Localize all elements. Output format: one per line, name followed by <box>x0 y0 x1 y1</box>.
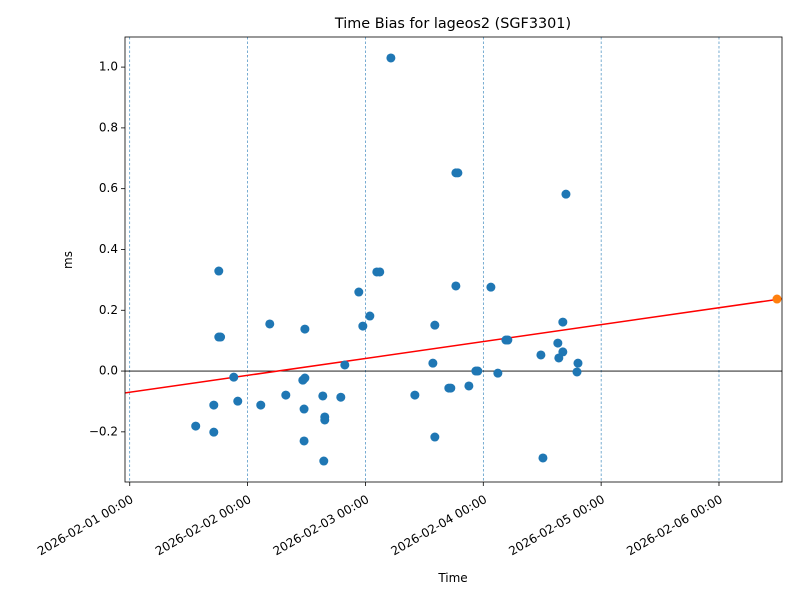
point <box>772 294 782 304</box>
point <box>256 400 266 410</box>
point <box>410 390 420 400</box>
point <box>451 281 461 291</box>
point <box>281 390 291 400</box>
y-tick-label: 0.8 <box>99 120 118 134</box>
point <box>375 267 385 277</box>
point <box>428 358 438 368</box>
point <box>572 367 582 377</box>
point <box>558 347 568 357</box>
point <box>453 168 463 178</box>
point <box>473 366 483 376</box>
point <box>214 266 224 276</box>
x-axis-label: Time <box>437 571 467 585</box>
point <box>209 427 219 437</box>
point <box>538 453 548 463</box>
point <box>340 360 350 370</box>
point <box>319 456 329 466</box>
x-tick-label: 2026-02-05 00:00 <box>506 492 607 558</box>
chart-title: Time Bias for lageos2 (SGF3301) <box>334 16 571 32</box>
point <box>430 432 440 442</box>
point <box>320 415 330 425</box>
point <box>318 391 328 401</box>
point <box>354 287 364 297</box>
y-axis-label: ms <box>61 251 75 269</box>
point <box>209 400 219 410</box>
x-tick-label: 2026-02-01 00:00 <box>35 492 136 558</box>
y-tick-label: 1.0 <box>99 60 118 74</box>
point <box>300 324 310 334</box>
point <box>464 381 474 391</box>
point <box>265 319 275 329</box>
y-tick-label: 0.4 <box>99 242 118 256</box>
point <box>358 321 368 331</box>
point <box>365 311 375 321</box>
x-tick-label: 2026-02-03 00:00 <box>271 492 372 558</box>
point <box>386 53 396 63</box>
point <box>503 335 513 345</box>
point <box>573 358 583 368</box>
point <box>300 373 310 383</box>
point <box>233 396 243 406</box>
x-tick-label: 2026-02-02 00:00 <box>153 492 254 558</box>
point <box>558 317 568 327</box>
point <box>561 189 571 199</box>
trend-line <box>124 297 783 394</box>
point <box>536 350 546 360</box>
point <box>446 383 456 393</box>
y-tick-label: 0.0 <box>99 364 118 378</box>
x-tick-label: 2026-02-04 00:00 <box>389 492 490 558</box>
point <box>191 421 201 431</box>
y-tick-label: 0.6 <box>99 181 118 195</box>
point <box>299 404 309 414</box>
y-tick-label: 0.2 <box>99 303 118 317</box>
point <box>299 436 309 446</box>
point <box>430 320 440 330</box>
point <box>553 338 563 348</box>
point <box>336 392 346 402</box>
point <box>486 282 496 292</box>
point <box>229 372 239 382</box>
point <box>493 368 503 378</box>
plot-frame <box>124 36 783 483</box>
point <box>216 332 226 342</box>
y-tick-label: −0.2 <box>89 424 118 438</box>
x-tick-label: 2026-02-06 00:00 <box>624 492 725 558</box>
